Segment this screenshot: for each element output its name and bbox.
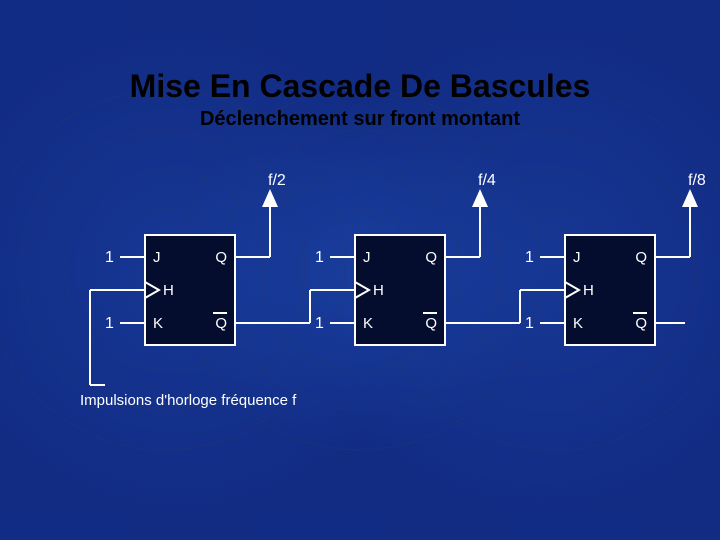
svg-text:Q: Q	[425, 249, 437, 266]
svg-text:J: J	[153, 249, 161, 266]
svg-text:Q: Q	[215, 249, 227, 266]
svg-text:Q: Q	[215, 315, 227, 332]
svg-text:Q: Q	[425, 315, 437, 332]
svg-text:K: K	[573, 315, 583, 332]
svg-text:H: H	[163, 282, 174, 299]
svg-text:H: H	[373, 282, 384, 299]
circuit-diagram: JHKQQ11f/2JHKQQ11f/4JHKQQ11f/8Impulsions…	[0, 0, 720, 540]
svg-text:K: K	[153, 315, 163, 332]
svg-text:Q: Q	[635, 315, 647, 332]
svg-text:f/8: f/8	[688, 172, 706, 189]
svg-text:Impulsions d'horloge fréquence: Impulsions d'horloge fréquence f	[80, 392, 297, 409]
svg-text:1: 1	[105, 315, 114, 332]
svg-text:Q: Q	[635, 249, 647, 266]
svg-text:1: 1	[525, 249, 534, 266]
svg-text:f/2: f/2	[268, 172, 286, 189]
svg-text:K: K	[363, 315, 373, 332]
svg-text:1: 1	[105, 249, 114, 266]
svg-text:1: 1	[525, 315, 534, 332]
svg-text:H: H	[583, 282, 594, 299]
svg-text:J: J	[573, 249, 581, 266]
svg-text:f/4: f/4	[478, 172, 496, 189]
svg-text:1: 1	[315, 315, 324, 332]
svg-text:J: J	[363, 249, 371, 266]
svg-text:1: 1	[315, 249, 324, 266]
